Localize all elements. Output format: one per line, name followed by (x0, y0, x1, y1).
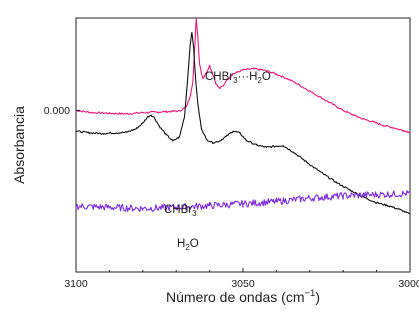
x-axis-label-superscript: −1 (305, 288, 316, 299)
x-axis-label-close: ) (315, 289, 320, 305)
x-axis-label-main: Número de ondas (cm (166, 289, 305, 305)
y-tick-label: 0.000 (44, 105, 70, 117)
label-subscript: 2 (257, 76, 262, 85)
label-text: O (190, 238, 199, 250)
label-text: CHBr (164, 204, 192, 216)
series-label-chbr3: CHBr3 (164, 204, 197, 218)
label-text: CHBr (205, 71, 233, 83)
label-text: ···H (238, 71, 258, 83)
axis-layer: 3100 3050 3000 0.000 (44, 105, 419, 290)
label-subscript: 3 (233, 76, 238, 85)
x-tick-label: 3000 (398, 278, 419, 290)
x-tick-label: 3050 (231, 278, 255, 290)
x-tick-label: 3100 (64, 278, 88, 290)
series-label-chbr3-h2o: CHBr3···H2O (205, 71, 271, 85)
series-label-h2o: H2O (177, 238, 199, 252)
label-subscript: 3 (192, 209, 197, 218)
series-layer (76, 18, 410, 215)
y-axis-label: Absorbancia (11, 106, 27, 184)
series-line-1 (76, 31, 410, 215)
x-axis-label: Número de ondas (cm−1) (166, 288, 320, 305)
label-subscript: 2 (185, 243, 190, 252)
series-line-2 (76, 190, 410, 213)
series-line-0 (76, 18, 410, 134)
label-text: H (177, 238, 185, 250)
label-text: O (262, 71, 271, 83)
plot-frame (75, 17, 411, 273)
